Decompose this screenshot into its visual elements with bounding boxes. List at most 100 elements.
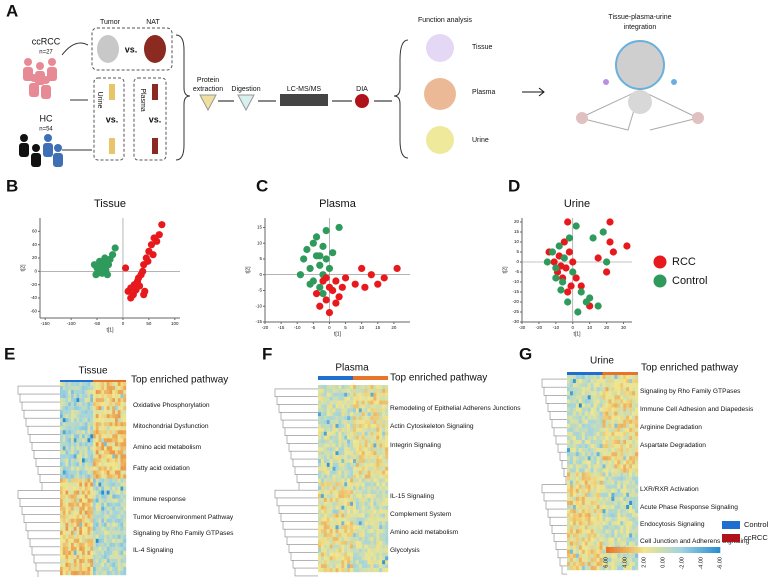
heatmap-cell [329,552,333,557]
heatmap-cell [73,462,77,467]
heatmap-cell [605,541,609,546]
heatmap-cell [68,478,72,483]
heatmap-cell [575,521,580,526]
heatmap-cell [373,505,377,510]
heatmap-cell [370,412,374,417]
heatmap-cell [101,534,105,540]
section-title: Function analysis [418,17,473,24]
heatmap-cell [82,418,85,423]
heatmap-cell [115,430,118,435]
heatmap-cell [370,494,374,499]
heatmap-cell [332,525,336,530]
heatmap-cell [602,448,606,453]
heatmap-cell [361,509,365,514]
heatmap-cell [335,447,339,452]
heatmap-cell [79,470,83,475]
heatmap-cell [104,554,107,560]
heatmap-cell [385,470,389,475]
heatmap-cell [87,458,91,463]
heatmap-cell [602,391,606,396]
heatmap-cell [98,474,102,479]
heatmap-cell [382,521,386,526]
x-tick-label: 5 [344,325,347,330]
heatmap-cell [584,541,588,546]
heatmap-cell [581,480,585,485]
heatmap-cell [82,410,85,415]
heatmap-cell [355,385,360,390]
heatmap-cell [79,398,83,403]
heatmap-cell [90,458,94,463]
heatmap-cell [596,529,600,534]
heatmap-cell [62,422,66,427]
heatmap-cell [593,561,597,567]
y-tick-label: -5 [515,269,519,274]
heatmap-cell [329,494,333,499]
heatmap-cell [79,474,83,479]
heatmap-cell [370,482,374,487]
heatmap-cell [123,382,127,387]
heatmap-cell [572,419,577,424]
heatmap-cell [587,391,591,396]
heatmap-cell [65,502,69,507]
heatmap-cell [629,553,633,559]
heatmap-cell [379,513,383,518]
heatmap-cell [98,402,102,407]
heatmap-cell [605,440,609,445]
heatmap-cell [569,521,574,526]
heatmap-cell [65,446,69,451]
heatmap-cell [608,529,612,534]
heatmap-cell [104,390,107,395]
heatmap-cell [60,406,63,411]
point [121,264,130,272]
heatmap-cell [68,438,72,443]
point [325,264,334,273]
heatmap-cell [335,564,339,569]
heatmap-cell [71,474,74,479]
heatmap-cell [338,455,342,460]
heatmap-cell [602,468,606,473]
heatmap-cell [95,402,99,407]
heatmap-cell [101,514,105,519]
heatmap-cell [623,423,627,429]
heatmap-cell [629,484,633,489]
point [140,291,148,299]
heatmap-cell [326,501,330,506]
heatmap-cell [590,419,594,424]
heatmap-subtitle: Top enriched pathway [390,373,487,384]
heatmap-cell [323,459,327,464]
heatmap-cell [629,452,633,457]
heatmap-cell [68,490,72,495]
point [393,264,401,273]
heatmap-cell [68,470,72,475]
heatmap-cell [117,502,121,507]
heatmap-cell [338,435,342,440]
heatmap-cell [106,558,110,564]
heatmap-cell [101,458,105,463]
heatmap-cell [373,521,377,526]
heatmap-cell [115,482,118,487]
heatmap-cell [323,423,327,429]
heatmap-cell [569,476,574,481]
heatmap-cell [115,554,118,560]
heatmap-cell [632,456,636,461]
heatmap-cell [76,402,80,407]
heatmap-cell [332,560,336,565]
heatmap-cell [123,418,127,423]
heatmap-cell [632,496,636,502]
cohort: HC [40,113,53,123]
heatmap-cell [87,414,91,419]
heatmap-cell [104,518,107,523]
heatmap-cell [95,466,99,471]
heatmap-cell [569,423,574,429]
heatmap-cell [376,568,380,573]
heatmap-cell [65,458,69,463]
heatmap-cell [361,427,365,432]
heatmap-cell [350,431,354,436]
heatmap-cell [596,383,600,388]
heatmap-cell [329,416,333,421]
heatmap-cell [73,410,77,415]
heatmap-cell [323,552,327,557]
heatmap-cell [605,407,609,412]
heatmap-cell [364,462,368,468]
heatmap-cell [115,394,118,399]
